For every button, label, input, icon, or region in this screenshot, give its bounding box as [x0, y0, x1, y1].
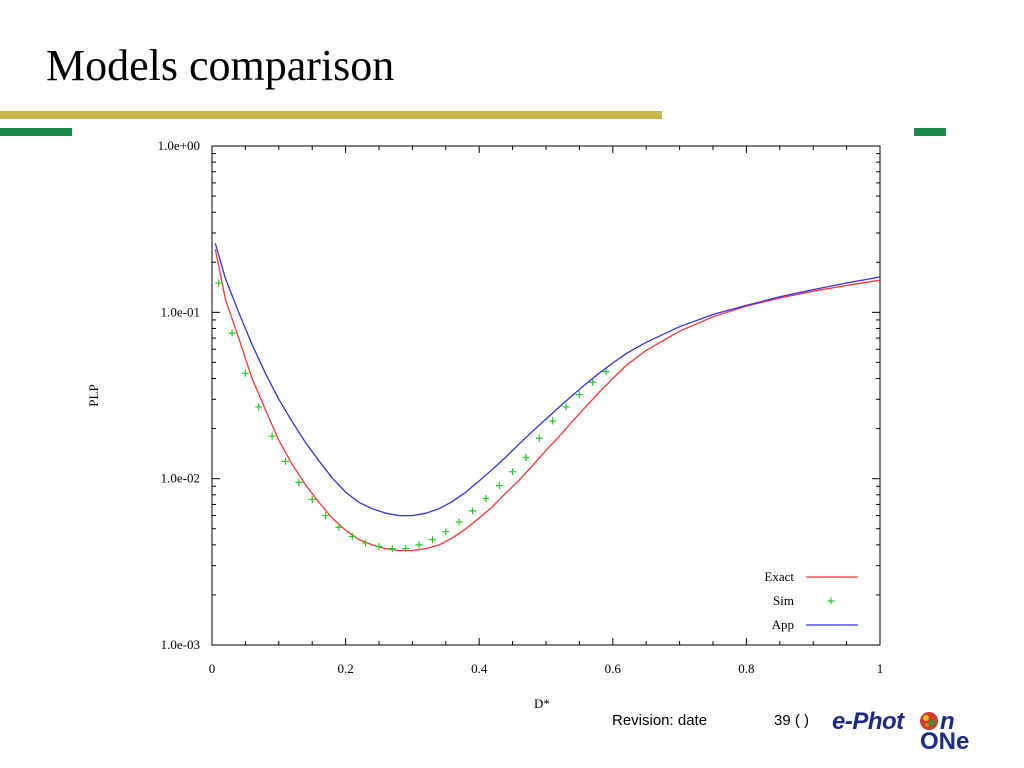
legend-label-sim: Sim — [773, 593, 794, 608]
series-sim-point — [428, 536, 436, 544]
series-sim-point — [602, 368, 610, 376]
footer-revision: Revision: date — [612, 712, 708, 729]
chart-series — [214, 243, 880, 553]
x-tick-label: 0.4 — [471, 661, 488, 676]
series-exact-line — [214, 248, 880, 552]
green-accent-bar-right — [914, 128, 946, 136]
series-sim-point — [255, 403, 263, 411]
series-sim-point — [482, 494, 490, 502]
series-sim-point — [522, 454, 530, 462]
series-sim-point — [241, 369, 249, 377]
green-accent-bar-left — [0, 128, 72, 136]
y-tick-label: 1.0e-03 — [161, 637, 200, 652]
series-sim-point — [362, 539, 370, 547]
logo-text-n: n — [940, 708, 955, 735]
x-axis-label: D* — [534, 696, 550, 711]
x-tick-label: 1 — [877, 661, 884, 676]
series-sim-point — [455, 518, 463, 526]
series-sim-point — [348, 532, 356, 540]
series-sim-point — [469, 507, 477, 515]
series-sim-point — [575, 391, 583, 399]
legend-swatch-sim — [827, 597, 835, 605]
series-sim-point — [402, 545, 410, 553]
footer-page-number: 39 ( ) — [774, 712, 810, 729]
series-sim-point — [215, 279, 223, 287]
y-axis-label: PLP — [86, 384, 101, 406]
series-sim-point — [295, 478, 303, 486]
gold-divider-bar — [0, 111, 662, 119]
series-sim-point — [535, 434, 543, 442]
y-tick-label: 1.0e+00 — [158, 138, 200, 153]
series-sim-point — [495, 481, 503, 489]
x-tick-label: 0.8 — [738, 661, 754, 676]
series-sim-point — [322, 512, 330, 520]
series-sim-point — [589, 378, 597, 386]
legend-label-app: App — [772, 617, 794, 632]
series-sim-point — [268, 432, 276, 440]
series-sim-point — [442, 528, 450, 536]
legend-label-exact: Exact — [764, 569, 794, 584]
ephoton-one-logo: e-Phot n ONe — [832, 708, 982, 755]
chart-axes: 0 0.2 0.4 0.6 0.8 1 1.0e+00 1.0e-01 1.0e-02 1.0e-… — [86, 138, 883, 711]
series-app-line — [214, 243, 880, 517]
logo-text-ephoton: e-Phot — [832, 708, 904, 735]
series-sim-point — [388, 545, 396, 553]
series-sim-point — [375, 543, 383, 551]
series-sim-point — [549, 417, 557, 425]
x-tick-label: 0.6 — [605, 661, 622, 676]
series-sim-point — [281, 457, 289, 465]
slide-title: Models comparison — [46, 41, 395, 90]
y-tick-label: 1.0e-01 — [161, 304, 200, 319]
x-tick-label: 0.2 — [337, 661, 353, 676]
series-sim-point — [335, 523, 343, 531]
series-sim-point — [562, 403, 570, 411]
y-tick-label: 1.0e-02 — [161, 471, 200, 486]
series-sim-point — [415, 541, 423, 549]
chart-legend: Exact Sim App — [764, 569, 858, 632]
series-sim-point — [308, 495, 316, 503]
series-sim-point — [228, 329, 236, 337]
x-tick-label: 0 — [209, 661, 216, 676]
series-sim-point — [509, 468, 517, 476]
logo-globe-icon — [920, 712, 938, 730]
logo-text-one: ONe — [920, 728, 970, 755]
